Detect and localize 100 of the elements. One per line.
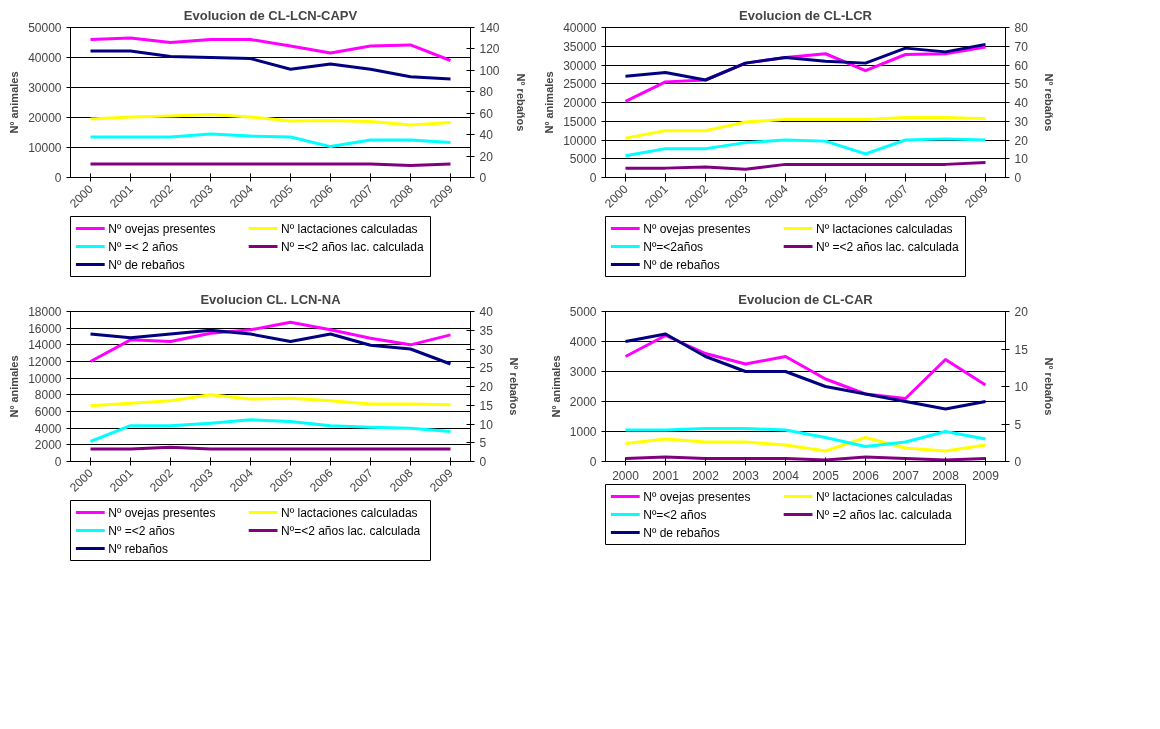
y-tick-label: 8000 (34, 388, 62, 403)
x-tick-label: 2000 (612, 468, 640, 483)
y-tick-label: 14000 (28, 338, 62, 353)
y-tick-label: 25000 (563, 77, 597, 92)
y-tick-label: 15000 (563, 114, 597, 129)
legend-label: Nº=<2años (643, 239, 704, 254)
chart-title: Evolucion de CL-LCR (739, 7, 873, 23)
y2-tick-label: 0 (1014, 171, 1022, 185)
x-tick-label: 2005 (812, 468, 840, 483)
y2-tick-label: 0 (479, 171, 487, 185)
y2-tick-label: 10 (479, 417, 494, 432)
legend-label: Nº lactaciones calculadas (281, 505, 418, 520)
y2-tick-label: 140 (479, 21, 500, 35)
y-tick-label: 40000 (28, 51, 62, 65)
y-tick-label: 5000 (569, 152, 597, 167)
y2-tick-label: 0 (479, 455, 487, 469)
line-series (89, 328, 452, 366)
legend-label: Nº lactaciones calculadas (281, 221, 418, 236)
y2-axis-title: Nº rebaños (1042, 357, 1055, 416)
y-tick-label: 18000 (28, 305, 62, 319)
line-series (89, 320, 452, 363)
y-tick-label: 35000 (563, 39, 597, 54)
line-series (89, 49, 452, 81)
legend-label: Nº ovejas presentes (643, 221, 751, 236)
chart-title: Evolucion de CL-LCN-CAPV (183, 7, 358, 23)
y2-tick-label: 20 (1014, 305, 1029, 319)
y2-tick-label: 120 (479, 42, 500, 57)
y-axis-title: Nº animales (8, 71, 21, 134)
y2-tick-label: 20 (479, 149, 494, 164)
x-tick-label: 2006 (852, 468, 880, 483)
y2-tick-label: 40 (1014, 96, 1029, 110)
y-axis-title: Nº animales (543, 71, 556, 134)
y-tick-label: 4000 (569, 335, 597, 349)
x-tick-label: 2009 (972, 468, 1000, 483)
legend-label: Nº =<2 años (108, 523, 175, 538)
y2-tick-label: 80 (1014, 21, 1029, 35)
y-tick-label: 20000 (563, 96, 597, 110)
x-tick-label: 2001 (652, 468, 680, 483)
y2-axis-title: Nº rebaños (507, 357, 520, 416)
line-series (89, 418, 452, 443)
y2-tick-label: 0 (1014, 455, 1022, 469)
y-tick-label: 10000 (28, 371, 62, 386)
y2-axis-title: Nº rebaños (514, 73, 527, 132)
y-tick-label: 40000 (563, 21, 597, 35)
legend-label: Nº de rebaños (108, 257, 185, 272)
y2-tick-label: 30 (1014, 114, 1029, 129)
line-series (624, 116, 987, 140)
legend-label: Nº ovejas presentes (108, 221, 216, 236)
y2-tick-label: 5 (479, 436, 487, 451)
y-tick-label: 4000 (34, 421, 62, 436)
legend-label: Nº=<2 años lac. calculada (281, 523, 421, 538)
y2-tick-label: 100 (479, 63, 500, 78)
legend-label: Nº =< 2 años (108, 239, 179, 254)
y-tick-label: 0 (589, 171, 597, 185)
line-series (89, 393, 452, 408)
y2-tick-label: 60 (1014, 58, 1029, 73)
chart-title: Evolucion CL. LCN-NA (200, 291, 342, 307)
x-tick-label: 2007 (892, 468, 920, 483)
line-series (624, 42, 987, 82)
y-tick-label: 16000 (28, 321, 62, 336)
line-series (624, 427, 987, 448)
y2-tick-label: 20 (479, 380, 494, 394)
legend-label: Nº=<2 años (643, 507, 707, 522)
legend-label: Nº =<2 años lac. calculada (816, 239, 959, 254)
y-tick-label: 0 (589, 455, 597, 469)
y-tick-label: 0 (54, 455, 62, 469)
y2-tick-label: 15 (1014, 342, 1029, 357)
y2-tick-label: 80 (479, 85, 494, 100)
y2-tick-label: 20 (1014, 133, 1029, 148)
y2-tick-label: 50 (1014, 77, 1029, 92)
legend-label: Nº de rebaños (643, 257, 720, 272)
y-tick-label: 10000 (28, 141, 62, 155)
y-tick-label: 0 (54, 171, 62, 185)
x-tick-label: 2002 (692, 468, 720, 483)
y2-tick-label: 10 (1014, 380, 1029, 394)
y2-tick-label: 30 (479, 342, 494, 357)
y-tick-label: 20000 (28, 111, 62, 125)
y-tick-label: 2000 (569, 395, 597, 409)
y-tick-label: 50000 (28, 21, 62, 35)
line-series (89, 113, 452, 127)
y2-tick-label: 40 (479, 305, 494, 319)
y2-tick-label: 5 (1014, 417, 1022, 432)
y2-axis-title: Nº rebaños (1042, 73, 1055, 132)
chart-title: Evolucion de CL-CAR (738, 291, 874, 307)
x-tick-label: 2003 (732, 468, 760, 483)
x-tick-label: 2008 (932, 468, 960, 483)
y2-tick-label: 10 (1014, 152, 1029, 167)
x-tick-label: 2004 (772, 468, 800, 483)
y-tick-label: 5000 (569, 305, 597, 319)
line-series (89, 36, 452, 62)
y-tick-label: 10000 (563, 133, 597, 148)
y2-tick-label: 60 (479, 106, 494, 121)
y-tick-label: 30000 (28, 81, 62, 95)
line-series (624, 161, 987, 171)
legend-label: Nº rebaños (108, 541, 169, 556)
legend-label: Nº =2 años lac. calculada (816, 507, 952, 522)
y2-tick-label: 15 (479, 398, 494, 413)
y-tick-label: 12000 (28, 355, 62, 369)
line-series (624, 436, 987, 453)
line-series (89, 132, 452, 149)
